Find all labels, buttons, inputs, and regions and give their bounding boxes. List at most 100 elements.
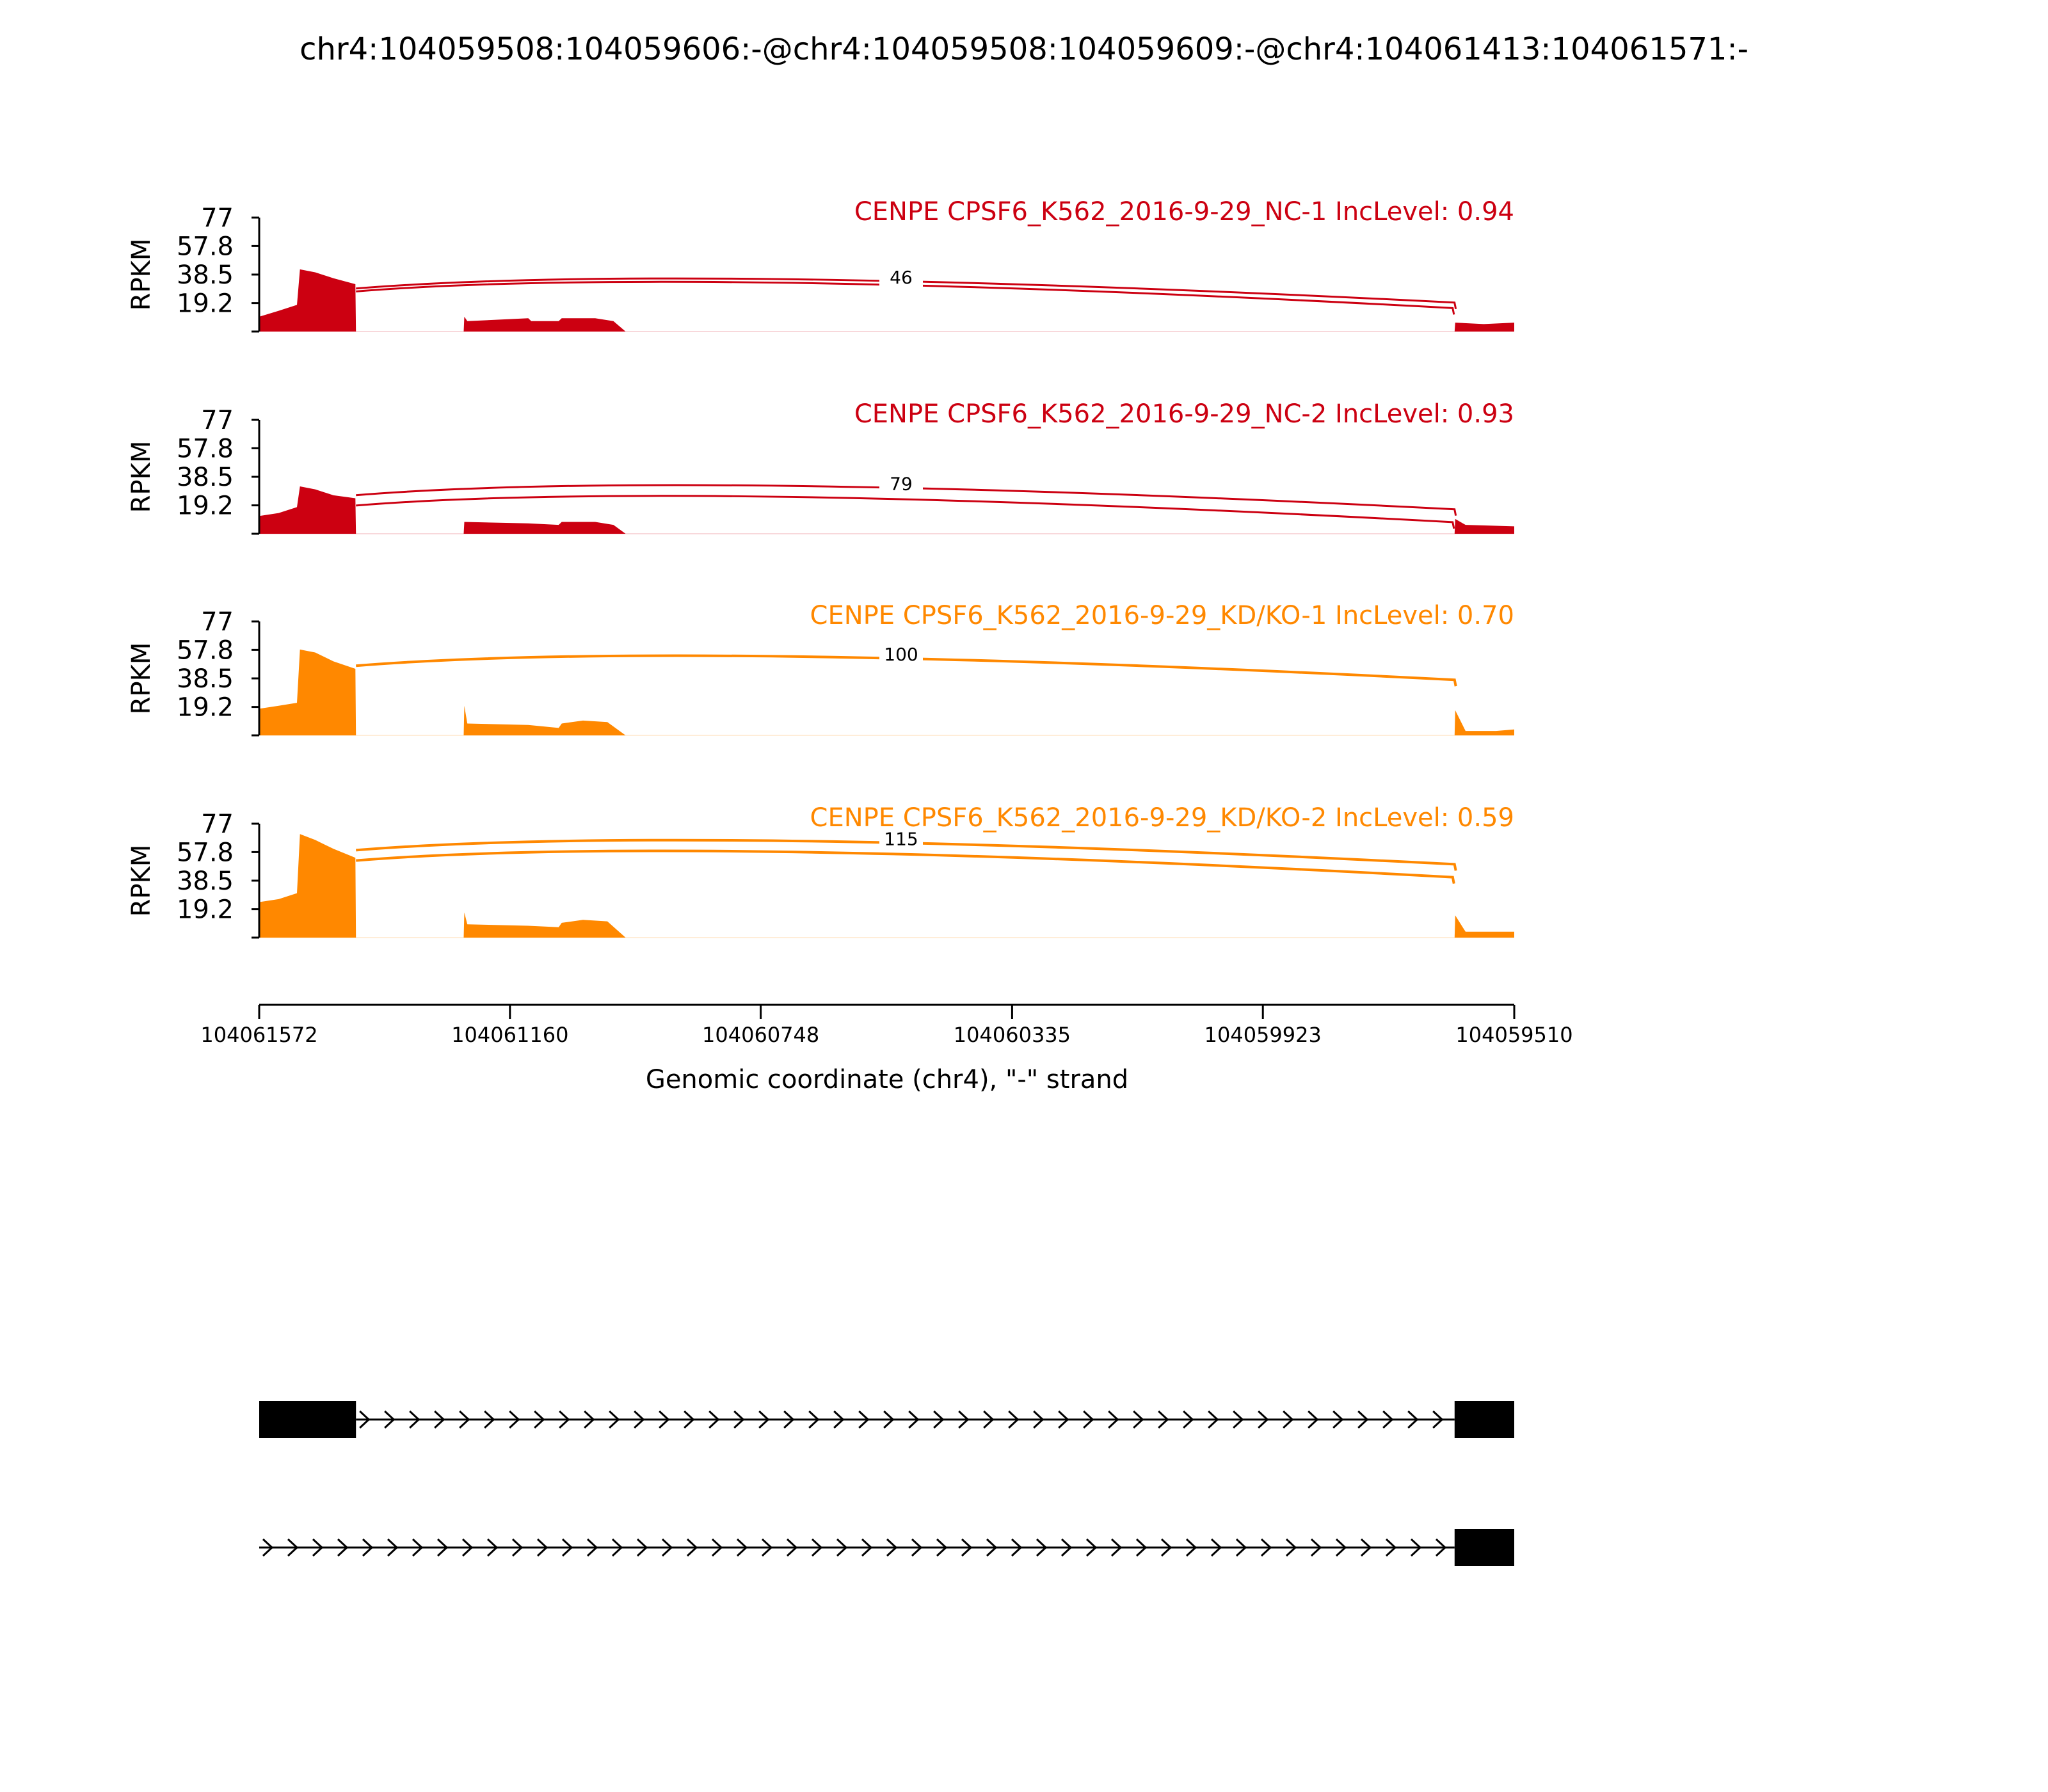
strand-arrow bbox=[711, 1538, 723, 1557]
junction-count-label: 100 bbox=[884, 644, 918, 665]
y-axis-label: RPKM bbox=[127, 239, 156, 311]
junction-arc-2 bbox=[356, 849, 1455, 884]
strand-arrow bbox=[1308, 1410, 1319, 1429]
strand-arrow bbox=[362, 1538, 374, 1557]
y-tick-label: 19.2 bbox=[177, 693, 234, 723]
x-tick-label: 104061160 bbox=[451, 1023, 568, 1047]
strand-arrow bbox=[434, 1410, 445, 1429]
strand-arrow bbox=[1208, 1410, 1219, 1429]
strand-arrow bbox=[1060, 1538, 1073, 1557]
y-tick-label: 19.2 bbox=[177, 895, 234, 925]
strand-arrow bbox=[384, 1410, 396, 1429]
strand-arrow bbox=[733, 1410, 745, 1429]
y-axis-label: RPKM bbox=[127, 643, 156, 715]
strand-arrow bbox=[536, 1538, 548, 1557]
strand-arrow bbox=[833, 1410, 845, 1429]
strand-arrow bbox=[659, 1410, 670, 1429]
strand-arrow bbox=[858, 1410, 870, 1429]
junction-count-label: 115 bbox=[884, 828, 918, 849]
strand-arrow bbox=[412, 1538, 424, 1557]
strand-arrow bbox=[1210, 1538, 1222, 1557]
sample-label: CENPE CPSF6_K562_2016-9-29_NC-1 IncLevel… bbox=[854, 197, 1514, 227]
strand-arrow bbox=[409, 1410, 420, 1429]
strand-arrow bbox=[1432, 1410, 1444, 1429]
strand-arrow bbox=[708, 1410, 720, 1429]
strand-arrow bbox=[1085, 1538, 1098, 1557]
junction-arc-1 bbox=[356, 277, 1457, 310]
sample-label: CENPE CPSF6_K562_2016-9-29_NC-2 IncLevel… bbox=[854, 399, 1514, 429]
y-tick-label: 57.8 bbox=[177, 838, 234, 867]
sample-label: CENPE CPSF6_K562_2016-9-29_KD/KO-2 IncLe… bbox=[810, 803, 1514, 833]
y-tick-label: 77 bbox=[201, 406, 234, 435]
junction-count-label: 79 bbox=[890, 474, 913, 495]
x-tick-label: 104060335 bbox=[954, 1023, 1071, 1047]
y-tick-label: 19.2 bbox=[177, 492, 234, 521]
strand-arrow bbox=[661, 1538, 673, 1557]
gene-model-1 bbox=[259, 1401, 1514, 1438]
y-tick-label: 77 bbox=[201, 607, 234, 637]
coverage-panels: 46 CENPE CPSF6_K562_2016-9-29_NC-1 IncLev… bbox=[127, 197, 1514, 939]
y-tick-label: 77 bbox=[201, 204, 234, 233]
y-tick-label: 38.5 bbox=[177, 260, 234, 290]
x-tick-label: 104061572 bbox=[200, 1023, 317, 1047]
strand-arrow bbox=[686, 1538, 698, 1557]
strand-arrow bbox=[933, 1410, 945, 1429]
strand-arrow bbox=[758, 1410, 770, 1429]
strand-arrow bbox=[811, 1538, 823, 1557]
exon-block bbox=[1454, 1529, 1514, 1566]
exon-block bbox=[1454, 1401, 1514, 1438]
strand-arrow bbox=[1033, 1410, 1044, 1429]
strand-arrow bbox=[1260, 1538, 1272, 1557]
gene-models bbox=[259, 1401, 1514, 1566]
strand-arrow bbox=[1385, 1538, 1397, 1557]
gene-model-2 bbox=[259, 1529, 1514, 1566]
strand-arrow bbox=[461, 1538, 474, 1557]
strand-arrow bbox=[886, 1538, 898, 1557]
strand-arrow bbox=[1008, 1410, 1020, 1429]
junction-arc-2 bbox=[356, 280, 1455, 315]
strand-arrow bbox=[1160, 1538, 1172, 1557]
coverage-panel-1: 46 CENPE CPSF6_K562_2016-9-29_NC-1 IncLev… bbox=[127, 197, 1514, 333]
junction-arc-1 bbox=[356, 654, 1457, 687]
strand-arrow bbox=[961, 1538, 973, 1557]
strand-arrow bbox=[1407, 1410, 1419, 1429]
strand-arrow bbox=[936, 1538, 948, 1557]
strand-arrow bbox=[486, 1538, 499, 1557]
strand-arrow bbox=[262, 1538, 274, 1557]
strand-arrow bbox=[337, 1538, 349, 1557]
junction-arc-1 bbox=[356, 838, 1457, 871]
x-tick-label: 104059510 bbox=[1455, 1023, 1572, 1047]
strand-arrow bbox=[983, 1410, 995, 1429]
figure-title: chr4:104059508:104059606:-@chr4:10405950… bbox=[300, 31, 1748, 67]
strand-arrow bbox=[359, 1410, 371, 1429]
y-tick-label: 57.8 bbox=[177, 434, 234, 463]
exon-block bbox=[259, 1401, 356, 1438]
junction-arc-2 bbox=[356, 495, 1455, 529]
strand-arrow bbox=[1258, 1410, 1269, 1429]
sample-label: CENPE CPSF6_K562_2016-9-29_KD/KO-1 IncLe… bbox=[810, 601, 1514, 630]
strand-arrow bbox=[1435, 1538, 1447, 1557]
x-axis: 104061572 104061160 104060748 104060335 1040… bbox=[200, 1004, 1573, 1047]
strand-arrow bbox=[958, 1410, 970, 1429]
y-tick-label: 57.8 bbox=[177, 232, 234, 261]
strand-arrow bbox=[883, 1410, 895, 1429]
coverage-area bbox=[259, 486, 1514, 534]
strand-arrow bbox=[609, 1410, 620, 1429]
strand-arrow bbox=[1133, 1410, 1144, 1429]
strand-arrow bbox=[1185, 1538, 1197, 1557]
strand-arrow bbox=[584, 1410, 595, 1429]
strand-arrow bbox=[534, 1410, 545, 1429]
strand-arrow bbox=[1011, 1538, 1023, 1557]
strand-arrow bbox=[1410, 1538, 1422, 1557]
x-tick-label: 104060748 bbox=[702, 1023, 819, 1047]
strand-arrow bbox=[783, 1410, 795, 1429]
x-axis-label: Genomic coordinate (chr4), "-" strand bbox=[646, 1065, 1128, 1094]
strand-arrow bbox=[287, 1538, 299, 1557]
strand-arrow bbox=[1108, 1410, 1119, 1429]
coverage-panel-3: 100 CENPE CPSF6_K562_2016-9-29_KD/KO-1 In… bbox=[127, 601, 1514, 737]
strand-arrow bbox=[761, 1538, 773, 1557]
junction-count-label: 46 bbox=[890, 267, 913, 288]
strand-arrow bbox=[1233, 1410, 1244, 1429]
strand-arrow bbox=[908, 1410, 920, 1429]
